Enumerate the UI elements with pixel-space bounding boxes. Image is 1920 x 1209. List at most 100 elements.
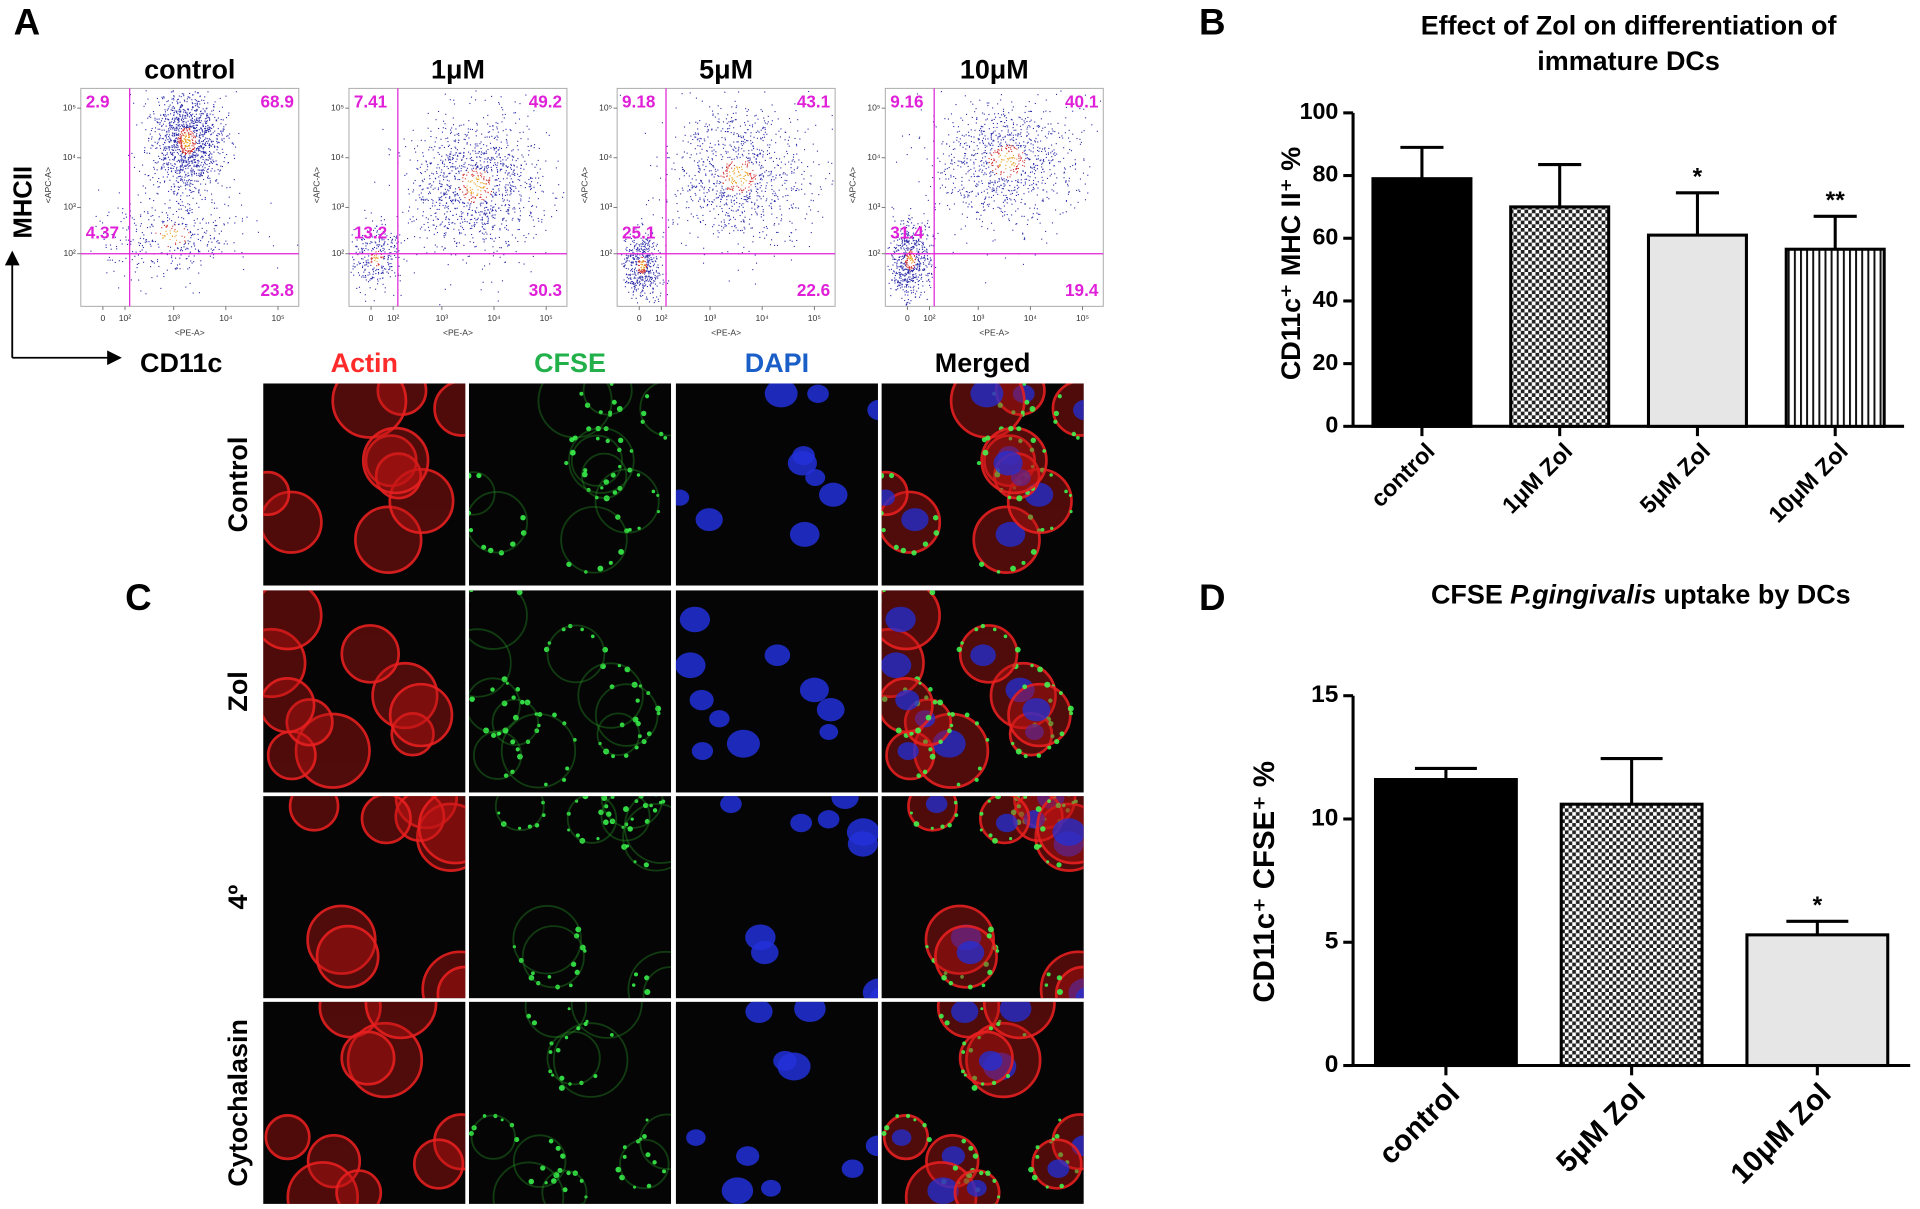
event (212, 250, 213, 251)
event (175, 243, 176, 244)
event (484, 176, 485, 177)
event (210, 130, 211, 131)
event (234, 158, 235, 159)
event (183, 156, 184, 157)
event (178, 99, 179, 100)
event (463, 166, 464, 167)
event (205, 184, 206, 185)
event (487, 192, 488, 193)
event (476, 162, 477, 163)
event (444, 237, 445, 238)
event (130, 244, 131, 245)
event (627, 260, 628, 261)
event (677, 211, 678, 212)
event (525, 182, 526, 183)
event (180, 151, 181, 152)
event (414, 220, 415, 221)
event (989, 162, 990, 163)
event (159, 138, 160, 139)
event (650, 266, 651, 267)
event (982, 142, 983, 143)
event (935, 203, 936, 204)
event (526, 164, 527, 165)
event (222, 166, 223, 167)
event (199, 103, 200, 104)
event (748, 109, 749, 110)
event (191, 161, 192, 162)
event (774, 245, 775, 246)
event (738, 243, 739, 244)
event (647, 249, 648, 250)
event (433, 173, 434, 174)
event (512, 218, 513, 219)
event (362, 266, 363, 267)
event (642, 270, 643, 271)
event (453, 203, 454, 204)
event (1001, 139, 1002, 140)
event (169, 218, 170, 219)
event (447, 141, 448, 142)
event (428, 219, 429, 220)
event (707, 126, 708, 127)
event (507, 194, 508, 195)
event (464, 203, 465, 204)
event (746, 172, 747, 173)
event (181, 176, 182, 177)
event (211, 194, 212, 195)
event (699, 197, 700, 198)
event (203, 141, 204, 142)
event (143, 262, 144, 263)
event (776, 158, 777, 159)
event (450, 185, 451, 186)
event (189, 189, 190, 190)
event (153, 111, 154, 112)
event (761, 150, 762, 151)
event (648, 273, 649, 274)
event (192, 154, 193, 155)
event (177, 248, 178, 249)
event (635, 274, 636, 275)
event (743, 182, 744, 183)
event (481, 173, 482, 174)
event (166, 137, 167, 138)
event (164, 121, 165, 122)
event (754, 176, 755, 177)
event (701, 185, 702, 186)
event (1001, 171, 1002, 172)
event (491, 194, 492, 195)
event (476, 222, 477, 223)
event (482, 238, 483, 239)
event (1010, 174, 1011, 175)
event (138, 255, 139, 256)
event (480, 194, 481, 195)
event (211, 248, 212, 249)
event (203, 136, 204, 137)
event (767, 154, 768, 155)
event (502, 195, 503, 196)
event (774, 111, 775, 112)
event (509, 182, 510, 183)
event (969, 146, 970, 147)
event (780, 136, 781, 137)
event (202, 237, 203, 238)
event (466, 170, 467, 171)
event (519, 103, 520, 104)
event (155, 120, 156, 121)
event (726, 153, 727, 154)
event (954, 203, 955, 204)
event (434, 205, 435, 206)
event (468, 164, 469, 165)
x-tick-label: 10² (655, 313, 668, 323)
event (421, 227, 422, 228)
event (512, 174, 513, 175)
event (364, 265, 365, 266)
event (1004, 180, 1005, 181)
event (479, 214, 480, 215)
event (743, 136, 744, 137)
event (429, 147, 430, 148)
event (387, 244, 388, 245)
event (445, 217, 446, 218)
event (766, 200, 767, 201)
event (793, 172, 794, 173)
event (226, 136, 227, 137)
